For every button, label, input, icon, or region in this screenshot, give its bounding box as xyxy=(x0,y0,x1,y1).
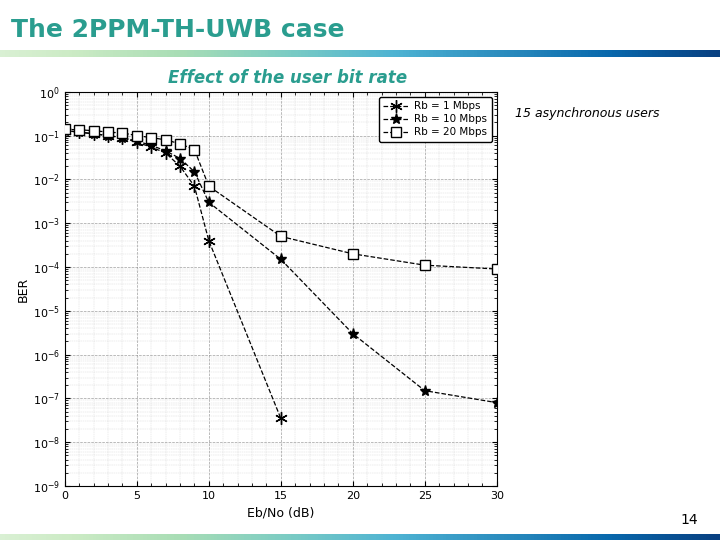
Rb = 20 Mbps xyxy=(492,266,501,272)
Rb = 10 Mbps xyxy=(492,400,501,406)
Rb = 1 Mbps xyxy=(276,415,285,422)
Rb = 20 Mbps xyxy=(190,146,199,153)
Rb = 1 Mbps xyxy=(204,238,213,244)
Text: 14: 14 xyxy=(681,512,698,526)
Rb = 10 Mbps xyxy=(204,199,213,206)
Text: The 2PPM-TH-UWB case: The 2PPM-TH-UWB case xyxy=(11,18,344,42)
Legend: Rb = 1 Mbps, Rb = 10 Mbps, Rb = 20 Mbps: Rb = 1 Mbps, Rb = 10 Mbps, Rb = 20 Mbps xyxy=(379,97,492,141)
Rb = 1 Mbps xyxy=(75,129,84,136)
Rb = 1 Mbps xyxy=(118,134,127,141)
Rb = 20 Mbps xyxy=(132,132,141,139)
Rb = 1 Mbps xyxy=(132,139,141,146)
Rb = 20 Mbps xyxy=(276,233,285,240)
Rb = 20 Mbps xyxy=(118,130,127,136)
Rb = 10 Mbps xyxy=(161,147,170,154)
Rb = 1 Mbps xyxy=(161,150,170,156)
Rb = 10 Mbps xyxy=(132,138,141,144)
Rb = 20 Mbps xyxy=(161,137,170,143)
Rb = 10 Mbps xyxy=(75,129,84,136)
Rb = 10 Mbps xyxy=(276,256,285,262)
Rb = 10 Mbps xyxy=(176,156,184,162)
Line: Rb = 1 Mbps: Rb = 1 Mbps xyxy=(58,124,287,424)
X-axis label: Eb/No (dB): Eb/No (dB) xyxy=(247,507,315,519)
Rb = 1 Mbps xyxy=(104,132,112,139)
Rb = 1 Mbps xyxy=(60,127,69,134)
Rb = 10 Mbps xyxy=(104,132,112,139)
Rb = 20 Mbps xyxy=(204,183,213,190)
Rb = 1 Mbps xyxy=(190,183,199,190)
Rb = 20 Mbps xyxy=(104,129,112,136)
Rb = 10 Mbps xyxy=(190,168,199,175)
Line: Rb = 20 Mbps: Rb = 20 Mbps xyxy=(60,124,502,274)
Rb = 10 Mbps xyxy=(118,134,127,141)
Rb = 20 Mbps xyxy=(60,126,69,132)
Rb = 20 Mbps xyxy=(147,134,156,141)
Text: Effect of the user bit rate: Effect of the user bit rate xyxy=(168,69,408,87)
Rb = 20 Mbps xyxy=(348,251,357,257)
Rb = 20 Mbps xyxy=(176,140,184,147)
Rb = 10 Mbps xyxy=(348,330,357,337)
Rb = 20 Mbps xyxy=(75,127,84,133)
Rb = 1 Mbps xyxy=(176,163,184,170)
Rb = 10 Mbps xyxy=(147,142,156,149)
Y-axis label: BER: BER xyxy=(17,276,30,301)
Rb = 10 Mbps xyxy=(60,127,69,134)
Rb = 20 Mbps xyxy=(89,127,98,134)
Rb = 1 Mbps xyxy=(147,144,156,150)
Text: 15 asynchronous users: 15 asynchronous users xyxy=(515,107,660,120)
Rb = 1 Mbps xyxy=(89,131,98,137)
Line: Rb = 10 Mbps: Rb = 10 Mbps xyxy=(59,125,503,408)
Rb = 10 Mbps xyxy=(420,387,429,394)
Rb = 10 Mbps xyxy=(89,131,98,137)
Rb = 20 Mbps xyxy=(420,262,429,268)
